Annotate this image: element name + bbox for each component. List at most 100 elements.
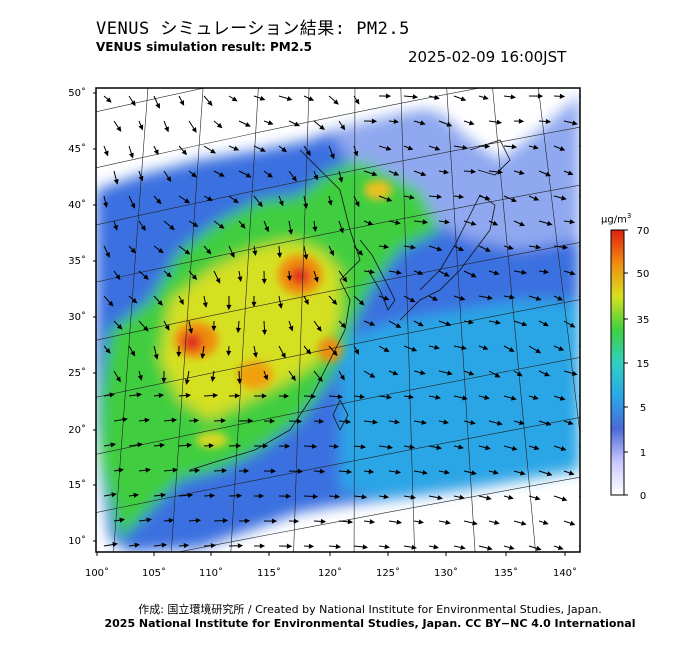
wind-arrowhead [509, 545, 515, 551]
wind-arrowhead [207, 196, 213, 201]
wind-arrowhead [594, 122, 598, 125]
wind-arrowhead [559, 146, 566, 151]
wind-arrowhead [340, 124, 346, 131]
wind-arrowhead [422, 470, 428, 476]
wind-arrowhead [218, 223, 225, 229]
wind-arrowhead [485, 445, 491, 451]
wind-arrowhead [362, 544, 369, 550]
wind-arrowhead [159, 442, 166, 448]
lat-tick-label: 40˚ [68, 199, 86, 211]
wind-arrow [589, 171, 600, 174]
wind-arrowhead [259, 95, 266, 101]
wind-arrowhead [535, 348, 542, 354]
wind-arrowhead [535, 545, 542, 551]
wind-arrowhead [533, 445, 540, 451]
wind-arrowhead [311, 443, 318, 449]
wind-arrowhead [106, 97, 112, 103]
wind-arrowhead [308, 543, 315, 549]
wind-arrowhead [447, 370, 453, 376]
wind-arrowhead [166, 176, 172, 182]
wind-arrowhead [187, 492, 194, 498]
wind-arrowhead [386, 394, 393, 400]
wind-arrowhead [434, 145, 441, 151]
wind-arrowhead [369, 519, 376, 525]
wind-arrowhead [105, 348, 111, 354]
wind-arrowhead [535, 244, 542, 250]
wind-arrowhead [482, 94, 489, 100]
wind-arrowhead [446, 121, 453, 127]
colorbar-tick-label: 1 [640, 448, 646, 459]
wind-arrow [589, 371, 599, 373]
wind-arrowhead [494, 520, 500, 525]
wind-arrowhead [411, 544, 417, 550]
lon-tick-label: 120˚ [318, 567, 342, 579]
wind-arrowhead [285, 493, 292, 499]
wind-arrowhead [342, 276, 348, 283]
lon-tick-label: 115˚ [257, 567, 281, 579]
wind-arrowhead [443, 271, 450, 277]
wind-arrowhead [286, 275, 292, 282]
wind-arrowhead [497, 169, 504, 175]
wind-arrowhead [432, 295, 439, 301]
wind-arrowhead [587, 96, 591, 99]
wind-arrowhead [417, 270, 424, 276]
wind-arrowhead [445, 321, 452, 327]
wind-arrowhead [188, 328, 194, 334]
wind-arrowhead [458, 246, 465, 251]
wind-arrowhead [458, 444, 464, 450]
wind-arrowhead [484, 143, 491, 149]
wind-arrowhead [235, 443, 242, 449]
wind-arrowhead [410, 244, 416, 250]
wind-arrowhead [395, 469, 402, 475]
wind-arrowhead [371, 171, 378, 177]
wind-arrowhead [166, 272, 172, 278]
wind-arrowhead [569, 270, 576, 276]
wind-arrowhead [543, 269, 550, 275]
meridian-line [113, 88, 149, 552]
wind-arrowhead [595, 422, 599, 425]
wind-arrowhead [237, 543, 244, 549]
wind-arrowhead [131, 298, 138, 304]
wind-arrowhead [396, 269, 402, 275]
wind-arrowhead [118, 467, 125, 473]
wind-arrowhead [278, 200, 284, 207]
wind-arrowhead [485, 247, 491, 252]
wind-arrowhead [418, 519, 425, 525]
wind-arrowhead [347, 519, 354, 525]
wind-arrowhead [436, 194, 443, 200]
wind-arrowhead [244, 518, 251, 524]
wind-arrowhead [210, 376, 216, 383]
wind-arrowhead [436, 246, 443, 252]
map-axes: 10˚ 15˚ 20˚ 25˚ 30˚ 35˚ 40˚ 45˚ 50˚ 100˚ 105˚ 110˚ 1… [68, 87, 577, 579]
wind-arrowhead [208, 443, 215, 449]
wind-arrowhead [546, 220, 553, 226]
wind-arrowhead [259, 543, 266, 549]
wind-arrowhead [462, 395, 468, 401]
wind-arrowhead [191, 274, 198, 281]
meridian-line [400, 88, 415, 552]
colorbar-unit: µg/m3 [601, 212, 632, 226]
wind-arrowhead [419, 120, 426, 126]
lat-tick-label: 15˚ [68, 479, 86, 491]
wind-arrowhead [117, 324, 123, 330]
colorbar-tick-label: 0 [640, 491, 646, 502]
wind-arrowhead [533, 144, 539, 150]
wind-arrowhead [153, 354, 159, 360]
wind-arrowhead [567, 170, 574, 176]
wind-arrowhead [585, 547, 589, 550]
wind-arrowhead [511, 445, 518, 451]
wind-arrowhead [138, 175, 144, 182]
wind-arrowhead [332, 350, 338, 357]
wind-arrowhead [572, 120, 578, 126]
lon-tick-label: 100˚ [85, 567, 109, 579]
wind-arrowhead [318, 418, 325, 424]
wind-arrowhead [562, 244, 569, 250]
wind-arrowhead [312, 493, 319, 499]
wind-arrowhead [140, 225, 146, 232]
hotspot-central [237, 361, 273, 389]
wind-arrowhead [437, 495, 443, 501]
wind-arrowhead [484, 195, 491, 201]
wind-arrowhead [409, 444, 416, 450]
wind-arrowhead [535, 295, 542, 301]
wind-arrowhead [205, 248, 212, 255]
